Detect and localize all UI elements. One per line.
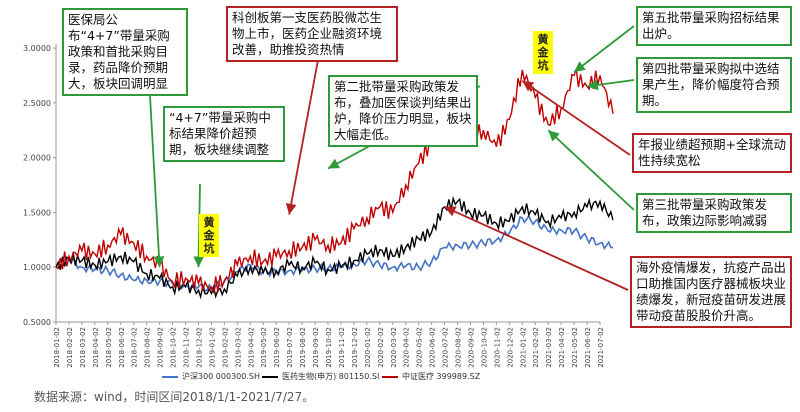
x-tick-label: 2020-06-02 (429, 327, 437, 368)
x-tick-label: 2018-10-02 (170, 327, 178, 368)
y-tick-label: 2.0000 (23, 154, 51, 163)
x-tick-label: 2019-05-02 (260, 327, 268, 368)
x-tick-label: 2018-04-02 (92, 327, 100, 368)
annotation-4plus7-bid-result: “4+7”带量采购中标结果降价超预期，板块继续调整 (163, 106, 285, 162)
legend-label: 中证医疗 399989.SZ (402, 372, 481, 381)
x-tick-label: 2018-07-02 (131, 327, 139, 368)
annotation-star-market-first: 科创板第一支医药股微芯生物上市，医药企业融资环境改善，助推投资热情 (226, 6, 398, 62)
x-tick-label: 2018-02-02 (66, 327, 74, 368)
annotation-fourth-batch: 第四批带量采购拟中选结果产生，降价幅度符合预期。 (636, 57, 792, 113)
x-tick-label: 2019-02-02 (221, 327, 229, 368)
x-tick-label: 2020-11-02 (493, 327, 501, 368)
legend-label: 医药生物(申万) 801150.SI (282, 372, 380, 381)
x-tick-label: 2020-05-02 (416, 327, 424, 368)
series-line (55, 195, 614, 300)
x-tick-label: 2019-03-02 (234, 327, 242, 368)
legend-item-hs300: 沪深300 000300.SH (162, 371, 260, 382)
y-tick-label: 0.5000 (23, 318, 51, 327)
annotation-covid-outbreak: 海外疫情爆发，抗疫产品出口助推国内医疗器械板块业绩爆发，新冠疫苗研发进展带动疫苗… (630, 256, 792, 328)
x-tick-label: 2021-04-02 (558, 327, 566, 368)
x-tick-label: 2020-04-02 (403, 327, 411, 368)
series-line (55, 213, 614, 294)
annotation-policy-4plus7-first: 医保局公布“4+7”带量采购政策和首批采购目录，药品降价预期大，板块回调明显 (62, 8, 188, 96)
x-tick-label: 2019-12-02 (351, 327, 359, 368)
golden-pit-label: 黄金坑 (533, 31, 553, 74)
annotation-second-batch: 第二批带量采购政策发布，叠加医保谈判结果出炉，降价压力明显，板块大幅走低。 (328, 75, 478, 147)
x-tick-label: 2020-10-02 (480, 327, 488, 368)
legend-item-medical: 中证医疗 399989.SZ (382, 371, 480, 382)
annotation-arrow (285, 59, 319, 215)
annotation-third-batch: 第三批带量采购政策发布，政策边际影响减弱 (636, 193, 792, 233)
annotation-annual-report: 年报业绩超预期+全球流动性持续宽松 (632, 133, 792, 173)
y-tick-label: 3.0000 (23, 44, 51, 53)
annotation-fifth-batch: 第五批带量采购招标结果出炉。 (636, 6, 792, 46)
legend-swatch (382, 375, 398, 378)
annotation-arrow (547, 129, 635, 211)
x-tick-label: 2020-07-02 (442, 327, 450, 368)
x-tick-label: 2021-07-02 (597, 327, 605, 368)
series-line (55, 68, 614, 294)
x-tick-label: 2018-06-02 (118, 327, 126, 368)
legend-swatch (262, 375, 278, 378)
x-tick-label: 2018-03-02 (79, 327, 87, 368)
y-tick-label: 1.5000 (23, 208, 51, 217)
x-tick-label: 2021-01-02 (519, 327, 527, 368)
x-tick-label: 2019-11-02 (338, 327, 346, 368)
x-tick-label: 2021-02-02 (532, 327, 540, 368)
y-tick-label: 2.5000 (23, 99, 51, 108)
x-tick-label: 2020-03-02 (390, 327, 398, 368)
x-tick-label: 2019-09-02 (312, 327, 320, 368)
x-tick-label: 2019-10-02 (325, 327, 333, 368)
x-tick-label: 2018-05-02 (105, 327, 113, 368)
legend-swatch (162, 375, 178, 378)
x-tick-label: 2020-09-02 (467, 327, 475, 368)
x-tick-label: 2020-01-02 (364, 327, 372, 368)
x-tick-label: 2019-08-02 (299, 327, 307, 368)
x-tick-label: 2020-08-02 (455, 327, 463, 368)
x-tick-label: 2020-12-02 (506, 327, 514, 368)
golden-pit-label: 黄金坑 (199, 214, 219, 257)
annotation-arrow (573, 25, 635, 73)
x-tick-label: 2019-01-02 (208, 327, 216, 368)
x-tick-label: 2018-09-02 (157, 327, 165, 368)
y-tick-label: 1.0000 (23, 263, 51, 272)
annotation-arrow (444, 206, 629, 291)
data-source-note: 数据来源：wind，时间区间2018/1/1-2021/7/27。 (34, 390, 315, 404)
x-tick-label: 2018-08-02 (144, 327, 152, 368)
legend-label: 沪深300 000300.SH (182, 372, 260, 381)
x-tick-label: 2018-12-02 (195, 327, 203, 368)
x-tick-label: 2021-06-02 (584, 327, 592, 368)
x-tick-label: 2019-04-02 (247, 327, 255, 368)
x-tick-label: 2020-02-02 (377, 327, 385, 368)
annotation-arrow (149, 95, 165, 268)
x-tick-label: 2019-07-02 (286, 327, 294, 368)
annotation-arrow (586, 79, 635, 91)
legend-item-pharma: 医药生物(申万) 801150.SI (262, 371, 379, 382)
annotation-arrow (521, 80, 631, 156)
x-tick-label: 2021-05-02 (571, 327, 579, 368)
x-tick-label: 2021-03-02 (545, 327, 553, 368)
x-tick-label: 2018-11-02 (183, 327, 191, 368)
x-tick-label: 2018-01-02 (53, 327, 61, 368)
x-tick-label: 2019-06-02 (273, 327, 281, 368)
